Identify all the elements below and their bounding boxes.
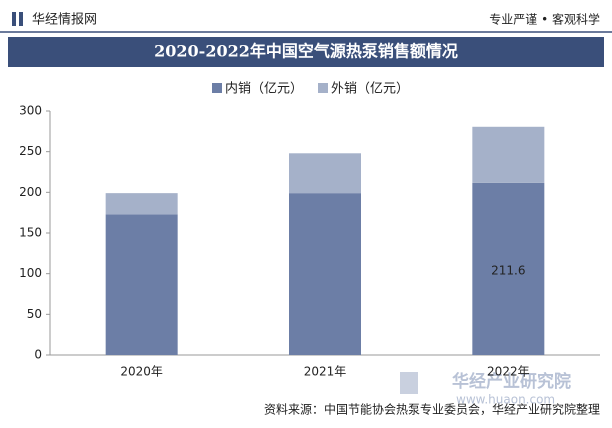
chart-title: 2020-2022年中国空气源热泵销售额情况 [154, 42, 458, 61]
y-tick-label: 50 [27, 307, 42, 321]
logo-bar [12, 12, 16, 26]
logo-bar [19, 12, 23, 26]
bar-segment [289, 193, 361, 355]
bar-segment [105, 214, 178, 355]
y-tick-label: 100 [19, 266, 42, 280]
legend-swatch [318, 83, 328, 93]
legend-swatch [212, 83, 222, 93]
legend-label: 外销（亿元） [331, 82, 409, 97]
brand: 华经情报网 [32, 13, 97, 28]
slogan: 专业严谨 • 客观科学 [489, 12, 600, 27]
y-tick-label: 250 [19, 144, 42, 158]
y-tick-label: 300 [19, 104, 42, 118]
y-tick-label: 0 [34, 348, 42, 362]
y-tick-label: 200 [19, 185, 42, 199]
source: 资料来源：中国节能协会热泵专业委员会，华经产业研究院整理 [264, 402, 600, 417]
title-banner [8, 37, 604, 67]
bar-segment [105, 193, 178, 215]
watermark: 华经产业研究院 [452, 371, 571, 392]
watermark-logo [400, 372, 418, 394]
x-tick-label: 2022年 [487, 365, 530, 379]
x-tick-label: 2021年 [304, 365, 347, 379]
bar-segment [472, 126, 545, 183]
bar-segment [472, 182, 545, 355]
x-tick-label: 2020年 [120, 365, 163, 379]
data-label: 211.6 [491, 263, 525, 277]
legend-label: 内销（亿元） [225, 81, 303, 97]
watermark-url: www.huaon.com [456, 393, 555, 407]
bar-segment [289, 153, 361, 194]
y-tick-label: 150 [19, 226, 42, 240]
